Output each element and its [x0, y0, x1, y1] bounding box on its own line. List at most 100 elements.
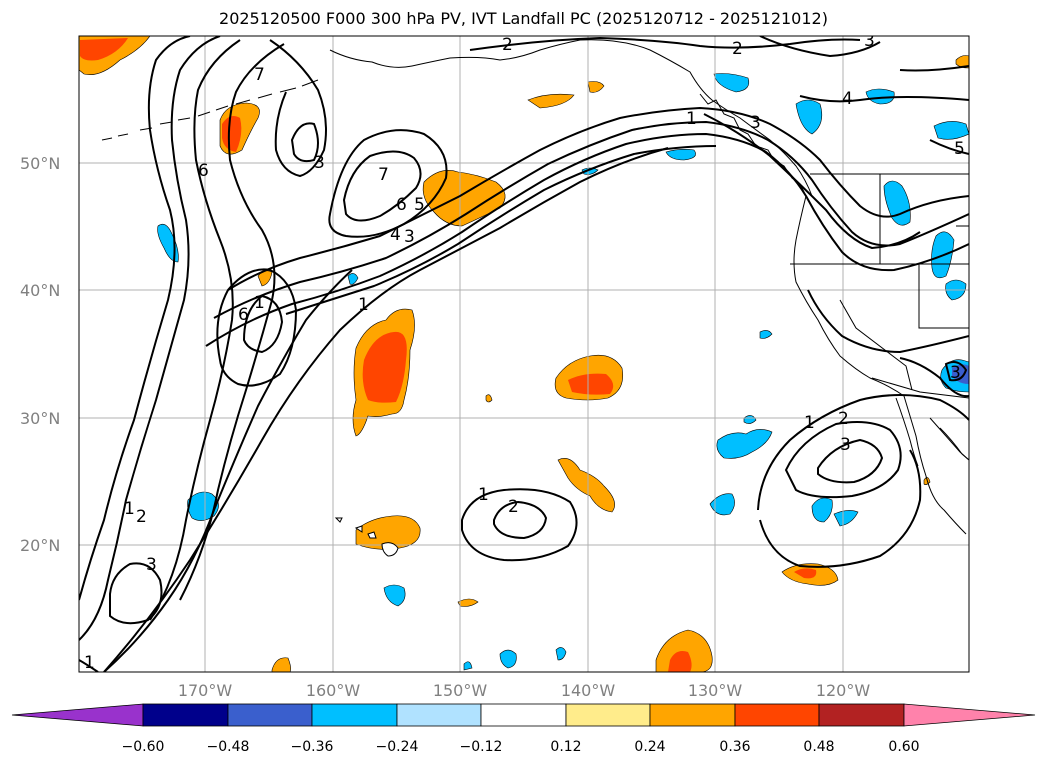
contour-low-1: [807, 289, 969, 354]
contour-socal: [899, 357, 969, 398]
strong-anomaly-nw: [80, 38, 128, 61]
positive-anomaly-small1: [457, 598, 479, 607]
contour-3-sw-loop: [109, 562, 163, 625]
hawaii-islands: [334, 517, 399, 557]
contour-2-west: [79, 36, 221, 641]
colorbar-tick-1: −0.48: [207, 739, 250, 755]
contour-5b: [929, 139, 969, 155]
negative-anomaly-south1: [383, 584, 406, 607]
negative-anomaly-bc2: [795, 99, 823, 135]
contour-south-1: [79, 659, 99, 672]
colorbar-seg-1: [142, 703, 229, 727]
pv-contours: [79, 36, 969, 672]
lat-label-40: 40°N: [20, 281, 60, 300]
pv-3-center: 3: [404, 227, 415, 247]
positive-anomaly-corner: [955, 55, 969, 69]
positive-anomaly-small3: [485, 394, 493, 403]
pv-3-south: 3: [146, 555, 157, 575]
contour-4-bc: [799, 95, 969, 103]
contour-cutoff-inner: [242, 294, 284, 354]
aleutian-chain: [101, 79, 319, 141]
contour-baja-3: [784, 421, 902, 499]
mexico-border: [871, 377, 969, 399]
positive-anomaly-gulf-top2: [587, 81, 605, 93]
contour-hawaii-1: [461, 488, 578, 562]
negative-anomaly-south2: [499, 649, 517, 669]
contour-north-2: [469, 36, 861, 51]
lon-label-170w: 170°W: [178, 681, 233, 700]
longitude-labels: 170°W 160°W 150°W 140°W 130°W 120°W: [178, 681, 871, 700]
negative-anomaly-interior: [883, 180, 911, 226]
contour-3-west: [149, 39, 241, 621]
contour-socal-inner: [944, 361, 968, 382]
strong-anomaly-southcenter: [668, 651, 692, 672]
pv-3-top: 3: [864, 31, 875, 51]
contour-4-west: [179, 43, 285, 601]
negative-anomaly-small4: [463, 661, 473, 671]
negative-anomaly-trough2: [833, 510, 859, 527]
contour-hawaii-2: [493, 500, 548, 540]
contour-baja-4: [817, 438, 884, 484]
pv-1-coast: 1: [686, 109, 697, 129]
colorbar-seg-2: [227, 703, 313, 727]
pv-2-trough: 2: [136, 507, 147, 527]
mexico-coast: [939, 427, 969, 461]
colorbar-tick-3: −0.24: [376, 739, 419, 755]
contour-baja-2: [759, 449, 922, 568]
lat-label-30: 30°N: [20, 409, 60, 428]
pv-2-north-b: 2: [732, 39, 743, 59]
colorbar-seg-9: [818, 703, 905, 727]
colorbar-seg-8: [734, 703, 820, 727]
ivt-shading: [79, 36, 969, 672]
negative-anomaly-small3: [759, 330, 773, 339]
contour-5-east: [899, 65, 969, 72]
contour-trough-1: [103, 269, 353, 672]
pv-5-center: 5: [414, 195, 425, 215]
strong-anomaly-central: [362, 331, 407, 403]
colorbar-tick-0: −0.60: [122, 739, 165, 755]
negative-anomaly-bc1: [713, 73, 750, 93]
contour-coast-east: [703, 113, 921, 250]
pv-1-baja: 1: [804, 413, 815, 433]
pv-6-west: 6: [198, 161, 209, 181]
pv-3-gulf: 3: [314, 153, 325, 173]
map-title: 2025120500 F000 300 hPa PV, IVT Landfall…: [219, 9, 828, 28]
contour-north-3: [269, 39, 327, 178]
contour-jet-3: [205, 132, 969, 347]
colorbar-seg-6: [565, 703, 651, 727]
pv-2-north-a: 2: [502, 35, 513, 55]
negative-anomaly-south3: [555, 647, 567, 661]
positive-anomaly-sw: [271, 657, 291, 672]
positive-anomaly-gulf-top: [527, 93, 575, 109]
colorbar-tick-2: −0.36: [291, 739, 334, 755]
negative-anomaly-pacific: [716, 429, 773, 459]
lon-label-130w: 130°W: [688, 681, 743, 700]
pv-1-cutoff: 1: [254, 293, 265, 313]
pv-6-cutoff: 6: [238, 305, 249, 325]
pv-1-trough: 1: [124, 499, 135, 519]
negative-anomaly-ne: [933, 121, 969, 140]
colorbar-seg-10: [903, 703, 1036, 727]
pv-1-center: 1: [358, 295, 369, 315]
pv-3-baja: 3: [840, 435, 851, 455]
contour-jet-1: [227, 106, 969, 291]
contour-top-3: [759, 36, 881, 58]
contour-labels: 7 6 3 2 2 3 4 5 3 1 7 6 5 4 3 1 6 1 1 2 …: [84, 31, 965, 672]
strong-anomaly-south: [794, 568, 817, 579]
pv-4-center: 4: [390, 225, 401, 245]
colorbar-seg-5: [480, 703, 567, 727]
contour-4-jet: [285, 145, 717, 315]
lon-label-160w: 160°W: [306, 681, 361, 700]
coastlines: [101, 39, 969, 535]
lon-label-150w: 150°W: [433, 681, 488, 700]
negative-anomaly-trough: [811, 497, 833, 523]
contour-5-loop: [328, 129, 448, 238]
canadian-border-ne: [956, 225, 969, 240]
pv-2-baja: 2: [838, 409, 849, 429]
negative-anomaly-bc3: [865, 88, 895, 105]
colorbar-tick-7: 0.36: [719, 739, 750, 755]
contour-1-west: [79, 36, 191, 601]
state-border-3: [839, 299, 913, 391]
colorbar-seg-7: [649, 703, 736, 727]
pv-3-socal: 3: [950, 363, 961, 383]
